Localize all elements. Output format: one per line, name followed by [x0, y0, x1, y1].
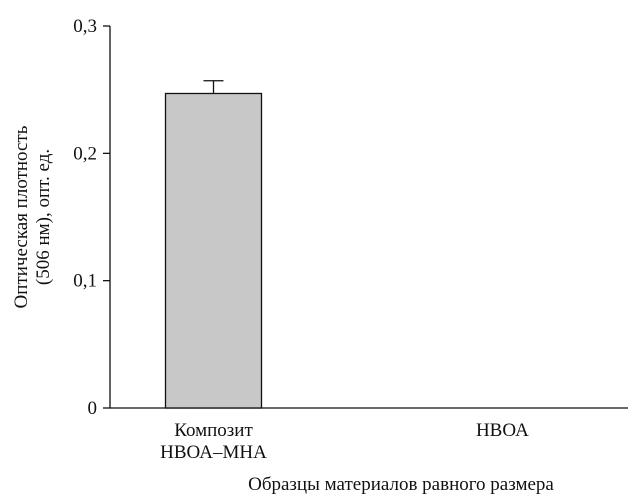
y-axis-title: Оптическая плотность (506 нм), опт. ед.: [11, 125, 54, 308]
x-category-label: Композит: [174, 420, 253, 441]
bar: [164, 92, 263, 409]
y-axis-title-line: (506 нм), опт. ед.: [33, 149, 54, 285]
y-tick-label: 0: [88, 398, 98, 419]
y-tick-label: 0,1: [73, 271, 97, 292]
y-axis: 0 0,1 0,2 0,3: [73, 16, 111, 419]
bars: [164, 80, 263, 409]
y-tick-label: 0,3: [73, 16, 97, 37]
x-axis-title: Образцы материалов равного размера: [248, 474, 554, 495]
y-tick-label: 0,2: [73, 143, 97, 164]
x-category-label: НВОА: [476, 420, 529, 441]
y-axis-title-line: Оптическая плотность: [11, 125, 32, 308]
x-category-label: НВОА–МНА: [160, 442, 267, 463]
